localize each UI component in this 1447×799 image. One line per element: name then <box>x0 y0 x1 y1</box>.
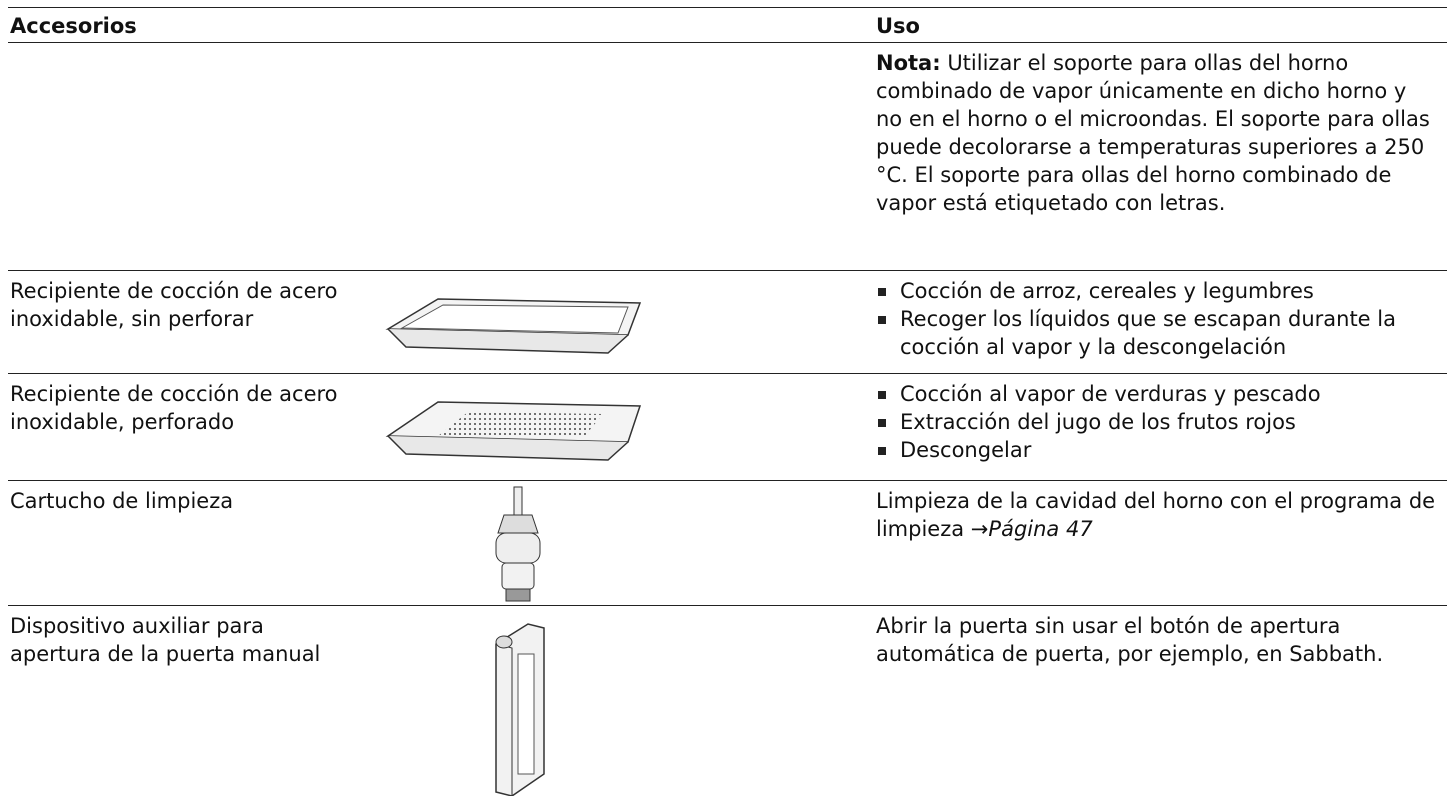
accessory-name: Dispositivo auxiliar para apertura de la… <box>10 614 321 666</box>
uses: Cocción al vapor de verduras y pescado E… <box>876 380 1436 464</box>
door-helper-image <box>495 623 545 796</box>
use-item: Descongelar <box>876 436 1436 464</box>
use-text: Limpieza de la cavidad del horno con el … <box>876 489 1436 541</box>
page-link[interactable]: Página 47 <box>988 517 1093 541</box>
table-row: Recipiente de cocción de acero inoxidabl… <box>8 373 1447 481</box>
perforated-tray-image <box>385 401 642 461</box>
note-row: Nota: Utilizar el soporte para ollas del… <box>8 42 1447 271</box>
header-cell: Accesorios <box>10 14 137 38</box>
accessory-name: Recipiente de cocción de acero inoxidabl… <box>10 382 338 434</box>
note-label: Nota: <box>876 51 941 75</box>
use-item: Cocción al vapor de verduras y pescado <box>876 380 1436 408</box>
table-row: Dispositivo auxiliar para apertura de la… <box>8 605 1447 799</box>
arrow: → <box>970 517 989 541</box>
use-item: Extracción del jugo de los frutos rojos <box>876 408 1436 436</box>
cartridge-image <box>495 486 541 602</box>
use: Abrir la puerta sin usar el botón de ape… <box>876 614 1384 666</box>
use-item: Recoger los líquidos que se escapan dura… <box>876 305 1436 361</box>
header-row: Accesorios Uso <box>8 7 1447 43</box>
note: Nota: Utilizar el soporte para ollas del… <box>876 49 1436 217</box>
note-text: Utilizar el soporte para ollas del horno… <box>876 51 1430 215</box>
tray-image <box>385 298 642 354</box>
accessory-name: Cartucho de limpieza <box>10 489 234 513</box>
table-row: Cartucho de limpieza Limpieza de la cavi… <box>8 480 1447 606</box>
uses: Cocción de arroz, cereales y legumbres R… <box>876 277 1436 361</box>
accessory-name: Recipiente de cocción de acero inoxidabl… <box>10 279 338 331</box>
header-cell: Uso <box>876 14 920 38</box>
use: Limpieza de la cavidad del horno con el … <box>876 487 1436 543</box>
use-item: Cocción de arroz, cereales y legumbres <box>876 277 1436 305</box>
table-row: Recipiente de cocción de acero inoxidabl… <box>8 270 1447 374</box>
